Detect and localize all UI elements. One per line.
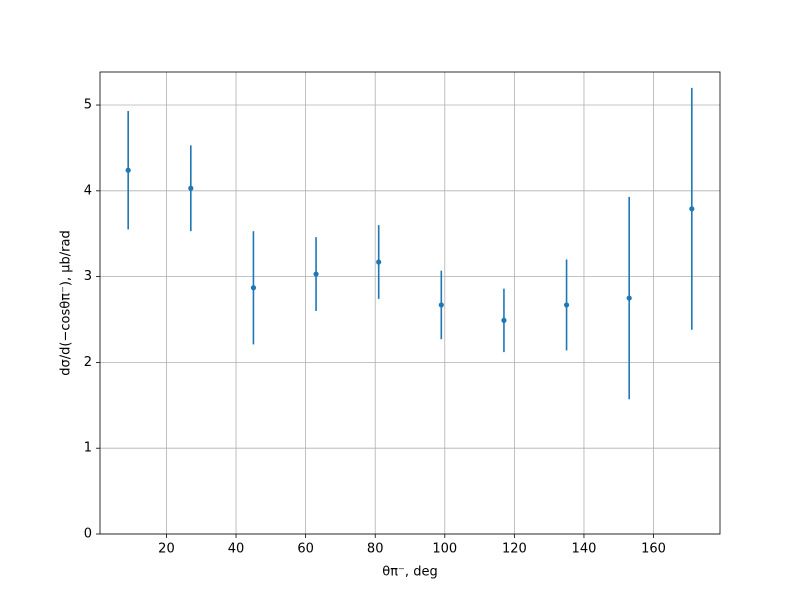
data-point [125, 167, 131, 173]
x-tick-label: 40 [228, 542, 245, 557]
y-tick-label: 0 [84, 527, 92, 542]
data-point [250, 285, 257, 291]
y-tick-label: 5 [84, 98, 92, 113]
data-point [501, 317, 507, 323]
y-tick-label: 2 [84, 355, 92, 370]
y-axis-label: dσ/d(−cosθπ⁻), μb/rad [59, 230, 74, 375]
data-point [376, 259, 382, 265]
data-point [438, 302, 444, 308]
y-tick-label: 1 [84, 441, 92, 456]
y-tick-label: 4 [84, 183, 92, 198]
y-tick-label: 3 [84, 269, 92, 284]
data-point [689, 206, 695, 212]
x-tick-label: 20 [158, 542, 175, 557]
x-tick-label: 160 [641, 542, 666, 557]
data-point [188, 185, 194, 191]
data-point [563, 302, 570, 308]
x-tick-label: 100 [432, 542, 457, 557]
x-tick-label: 60 [297, 542, 314, 557]
data-point [313, 271, 319, 277]
x-axis-label: θπ⁻, deg [382, 565, 437, 580]
x-tick-label: 80 [367, 542, 384, 557]
data-point [626, 295, 632, 301]
x-tick-label: 120 [502, 542, 527, 557]
plot-frame [99, 71, 721, 535]
x-tick-label: 140 [572, 542, 597, 557]
